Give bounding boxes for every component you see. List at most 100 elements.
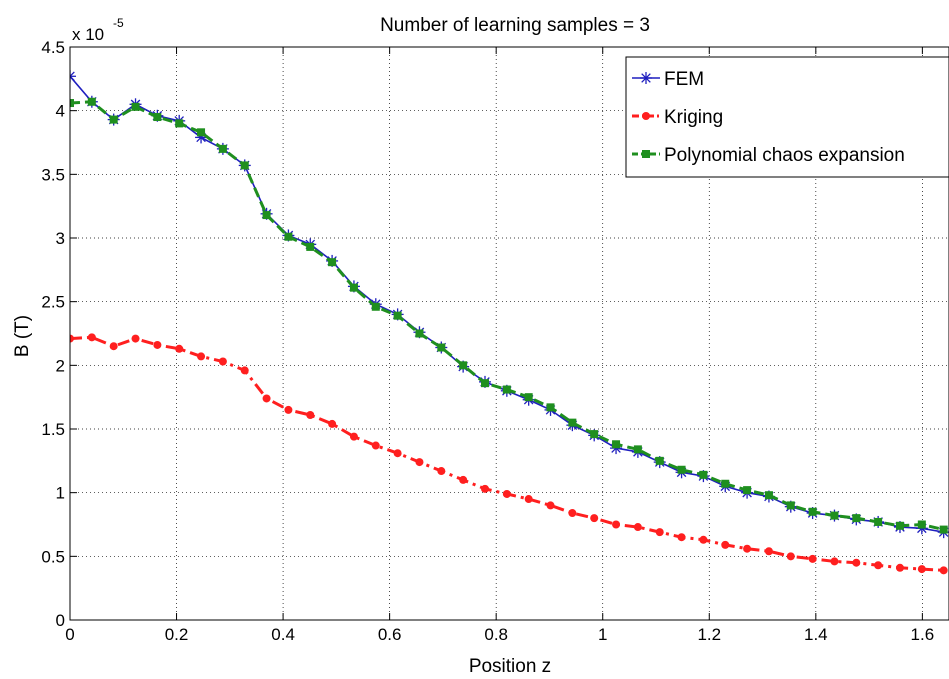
data-point-polynomial-chaos-expansion	[218, 144, 227, 153]
data-point-kriging	[721, 540, 730, 549]
data-point-kriging	[655, 528, 664, 537]
data-point-polynomial-chaos-expansion	[109, 115, 118, 124]
data-point-kriging	[262, 394, 271, 403]
data-point-polynomial-chaos-expansion	[415, 329, 424, 338]
data-point-kriging	[633, 523, 642, 532]
data-point-polynomial-chaos-expansion	[655, 456, 664, 465]
data-point-polynomial-chaos-expansion	[153, 113, 162, 122]
y-tick-label: 3	[56, 229, 65, 248]
data-point-polynomial-chaos-expansion	[633, 445, 642, 454]
x-tick-label: 0.8	[484, 625, 508, 644]
data-point-polynomial-chaos-expansion	[917, 520, 926, 529]
data-point-kriging	[590, 514, 599, 523]
data-point-kriging	[70, 334, 74, 343]
data-point-polynomial-chaos-expansion	[175, 119, 184, 128]
data-point-polynomial-chaos-expansion	[393, 311, 402, 320]
x-tick-label: 0.4	[271, 625, 295, 644]
data-point-kriging	[612, 520, 621, 529]
data-point-polynomial-chaos-expansion	[743, 486, 752, 495]
data-point-kriging	[480, 484, 489, 493]
data-point-kriging	[109, 342, 118, 351]
data-point-kriging	[328, 419, 337, 428]
data-point-kriging	[546, 501, 555, 510]
data-point-polynomial-chaos-expansion	[480, 379, 489, 388]
legend-label: Polynomial chaos expansion	[664, 145, 905, 166]
data-point-kriging	[197, 352, 206, 361]
x-tick-label: 1.6	[911, 625, 935, 644]
legend-box	[625, 56, 949, 178]
y-tick-label: 0	[56, 611, 65, 630]
data-point-polynomial-chaos-expansion	[306, 242, 315, 251]
data-point-polynomial-chaos-expansion	[328, 258, 337, 267]
data-point-kriging	[830, 557, 839, 566]
data-point-kriging	[764, 547, 773, 556]
data-point-polynomial-chaos-expansion	[677, 465, 686, 474]
series-line-kriging	[70, 335, 944, 572]
legend: FEM Kriging Polynomial chaos expansion	[625, 56, 949, 178]
data-point-kriging	[502, 489, 511, 498]
data-point-polynomial-chaos-expansion	[895, 521, 904, 530]
data-point-polynomial-chaos-expansion	[524, 393, 533, 402]
x-axis-label: Position z	[469, 656, 551, 677]
data-point-kriging	[371, 441, 380, 450]
data-point-polynomial-chaos-expansion	[131, 102, 140, 111]
data-point-kriging	[218, 357, 227, 366]
data-point-polynomial-chaos-expansion	[590, 430, 599, 439]
data-point-polynomial-chaos-expansion	[612, 440, 621, 449]
data-point-kriging	[808, 554, 817, 563]
data-point-polynomial-chaos-expansion	[70, 99, 74, 108]
data-point-kriging	[175, 344, 184, 353]
y-multiplier-base: x 10	[72, 25, 104, 44]
data-point-fem	[70, 70, 76, 83]
series-kriging	[70, 333, 948, 575]
data-point-polynomial-chaos-expansion	[87, 97, 96, 106]
data-point-polynomial-chaos-expansion	[786, 501, 795, 510]
data-point-polynomial-chaos-expansion	[240, 161, 249, 170]
legend-label: FEM	[664, 69, 704, 90]
x-tick-label: 1.4	[804, 625, 828, 644]
series-layer	[70, 70, 949, 575]
data-point-kriging	[153, 340, 162, 349]
data-point-polynomial-chaos-expansion	[939, 525, 948, 534]
legend-marker	[640, 72, 652, 84]
data-point-kriging	[699, 535, 708, 544]
y-tick-label: 3.5	[41, 165, 65, 184]
data-point-polynomial-chaos-expansion	[764, 491, 773, 500]
data-point-polynomial-chaos-expansion	[721, 479, 730, 488]
data-point-kriging	[306, 410, 315, 419]
data-point-kriging	[786, 552, 795, 561]
y-axis-label: B (T)	[12, 315, 33, 357]
chart-title: Number of learning samples = 3	[380, 15, 650, 36]
data-point-kriging	[852, 558, 861, 567]
y-tick-label: 2.5	[41, 293, 65, 312]
data-point-kriging	[415, 458, 424, 467]
data-point-polynomial-chaos-expansion	[437, 343, 446, 352]
data-point-polynomial-chaos-expansion	[502, 385, 511, 394]
legend-marker	[642, 150, 650, 158]
y-tick-label: 1.5	[41, 420, 65, 439]
ticks: 0 0.2 0.4 0.6 0.8 1 1.2 1.4 1.6 0 0.5 1 1.5 2 2.5 3 3.5 4…	[41, 38, 934, 644]
data-point-kriging	[568, 509, 577, 518]
x-tick-label: 1.2	[697, 625, 721, 644]
plot-frame	[69, 46, 949, 621]
y-tick-label: 4	[56, 102, 65, 121]
data-point-kriging	[524, 495, 533, 504]
y-tick-label: 4.5	[41, 38, 65, 57]
legend-entry-kriging: Kriging	[632, 107, 723, 128]
data-point-kriging	[939, 566, 948, 575]
y-multiplier-exponent: -5	[113, 16, 124, 30]
x-tick-label: 0	[65, 625, 74, 644]
data-point-polynomial-chaos-expansion	[284, 232, 293, 241]
y-tick-label: 1	[56, 484, 65, 503]
data-point-polynomial-chaos-expansion	[262, 211, 271, 220]
data-point-polynomial-chaos-expansion	[349, 283, 358, 292]
data-point-polynomial-chaos-expansion	[371, 302, 380, 311]
data-point-polynomial-chaos-expansion	[699, 470, 708, 479]
data-point-polynomial-chaos-expansion	[546, 403, 555, 412]
x-tick-label: 0.6	[378, 625, 402, 644]
data-point-polynomial-chaos-expansion	[874, 517, 883, 526]
y-tick-label: 0.5	[41, 547, 65, 566]
x-tick-label: 1	[598, 625, 607, 644]
data-point-kriging	[393, 449, 402, 458]
